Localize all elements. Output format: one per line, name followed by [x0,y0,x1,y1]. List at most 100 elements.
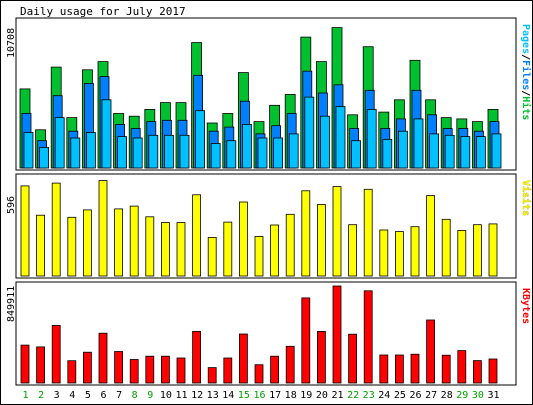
bar-kbytes-day-31 [488,358,498,384]
bar-visits-day-8 [129,205,139,277]
bar-kbytes-day-10 [160,355,170,384]
day-label-9: 9 [147,390,153,401]
bar-kbytes-day-7 [114,351,123,384]
day-label-24: 24 [378,390,390,401]
bar-visits-day-16 [254,236,264,277]
bar-kbytes-day-16 [254,364,264,384]
day-label-23: 23 [363,390,375,401]
bar-pages-day-1 [23,132,34,169]
kbytes-series-label-part: KBytes [520,288,531,324]
bar-pages-day-24 [382,138,393,169]
bar-pages-day-5 [86,132,96,169]
bar-visits-day-6 [98,180,108,277]
bar-visits-day-28 [441,218,451,277]
day-label-15: 15 [238,390,250,401]
bar-kbytes-day-21 [332,285,342,384]
bar-visits-day-7 [114,208,123,277]
bar-kbytes-day-24 [379,354,389,384]
bar-visits-day-29 [457,230,467,277]
kbytes-series-label: KBytes [520,288,531,324]
bar-pages-day-31 [491,133,502,169]
hits-series-label-part: Files [520,60,532,90]
hits-series-label-part: / [520,54,531,60]
bar-pages-day-2 [39,147,49,169]
bar-kbytes-day-25 [394,354,404,384]
day-label-7: 7 [116,390,122,401]
day-label-17: 17 [269,390,281,401]
bar-pages-day-13 [210,143,221,169]
hits-series-label-part: / [520,90,531,96]
hits-series-label-part: Pages [520,24,531,54]
bar-visits-day-2 [36,214,45,277]
bar-visits-day-22 [348,224,358,277]
bar-pages-day-30 [475,136,486,169]
bar-kbytes-day-13 [207,367,217,384]
bar-visits-day-19 [301,190,311,277]
bar-kbytes-day-14 [223,357,233,384]
day-label-29: 29 [456,390,468,401]
day-label-4: 4 [69,390,75,401]
bar-visits-day-5 [83,209,92,277]
bar-kbytes-day-23 [363,290,373,384]
day-label-6: 6 [100,390,106,401]
bar-kbytes-day-27 [426,319,436,384]
bar-kbytes-day-6 [98,332,108,384]
bar-visits-day-10 [160,222,170,277]
bar-kbytes-day-19 [301,297,311,384]
bar-kbytes-day-4 [67,360,77,384]
bar-kbytes-day-9 [145,355,155,384]
bar-visits-day-26 [410,226,420,277]
bar-visits-day-31 [488,223,498,277]
bar-visits-day-25 [394,231,404,277]
bar-visits-day-18 [285,213,295,277]
day-label-28: 28 [441,390,453,401]
bar-kbytes-day-3 [51,324,61,384]
bar-kbytes-day-2 [36,346,45,384]
bar-visits-day-17 [270,224,280,277]
day-label-11: 11 [175,390,187,401]
day-label-19: 19 [300,390,312,401]
bar-kbytes-day-11 [176,357,186,384]
bar-pages-day-28 [444,134,455,169]
bar-pages-day-25 [397,130,408,169]
bar-visits-day-14 [223,221,233,277]
bar-pages-day-7 [117,136,127,169]
bar-kbytes-day-1 [20,344,30,384]
bar-visits-day-11 [176,222,186,277]
bar-kbytes-day-12 [192,330,202,384]
kbytes-max-label: 849911 [6,286,17,322]
bar-kbytes-day-17 [270,355,280,384]
bar-kbytes-day-18 [285,345,295,384]
bar-pages-day-10 [163,134,174,169]
bar-pages-day-18 [288,133,299,169]
day-label-2: 2 [38,390,44,401]
day-label-10: 10 [160,390,172,401]
bar-pages-day-11 [179,134,190,169]
bar-pages-day-19 [304,96,315,169]
bar-pages-day-16 [257,137,268,169]
bar-pages-day-15 [241,124,252,169]
bar-kbytes-day-5 [83,351,92,384]
bar-kbytes-day-29 [457,350,467,384]
day-label-13: 13 [207,390,219,401]
day-label-22: 22 [347,390,359,401]
day-label-25: 25 [394,390,406,401]
bar-pages-day-3 [54,117,65,169]
bar-visits-day-1 [20,185,30,277]
bar-pages-day-14 [226,140,237,169]
day-label-27: 27 [425,390,437,401]
bar-kbytes-day-8 [129,359,139,384]
bar-pages-day-21 [335,106,346,169]
day-label-18: 18 [285,390,297,401]
bar-kbytes-day-26 [410,353,420,384]
visits-series-label: Visits [520,180,532,216]
bar-visits-day-9 [145,216,155,277]
bar-visits-day-27 [426,195,436,277]
visits-max-label: 596 [6,196,17,214]
bar-kbytes-day-28 [441,354,451,384]
hits-series-label-part: Hits [520,96,532,120]
day-label-31: 31 [487,390,499,401]
bar-visits-day-30 [472,224,482,277]
bar-visits-day-15 [238,201,248,277]
